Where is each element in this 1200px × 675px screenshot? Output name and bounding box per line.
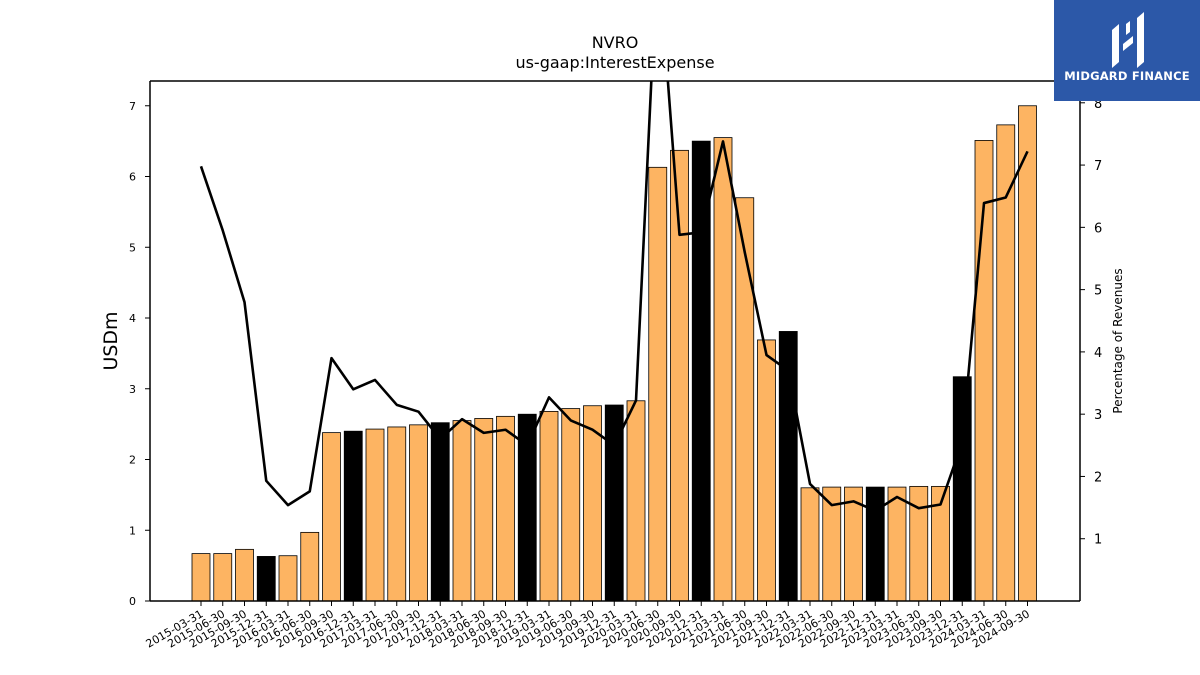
bar bbox=[539, 410, 559, 601]
right-tick-label: 8 bbox=[1094, 97, 1102, 112]
line-series bbox=[199, 81, 1029, 513]
left-tick-label: 7 bbox=[129, 100, 136, 113]
bar bbox=[865, 486, 885, 601]
left-axis-ticks: 0 1 2 3 4 5 6 7 bbox=[129, 100, 150, 608]
bar bbox=[626, 400, 646, 601]
bar bbox=[800, 487, 820, 601]
y2-axis-label: Percentage of Revenues bbox=[1111, 268, 1125, 413]
midgard-logo-icon bbox=[1112, 12, 1144, 68]
bar bbox=[561, 408, 581, 601]
bar bbox=[343, 430, 363, 601]
left-tick-label: 2 bbox=[129, 454, 136, 467]
bar bbox=[887, 486, 907, 601]
bar bbox=[409, 424, 428, 601]
right-tick-label: 2 bbox=[1094, 470, 1102, 485]
brand-logo: MIDGARD FINANCE bbox=[1054, 0, 1200, 101]
bar bbox=[713, 137, 733, 601]
bar bbox=[648, 166, 668, 601]
bar bbox=[256, 556, 276, 601]
bar bbox=[278, 555, 298, 601]
right-axis-ticks: 1 2 3 4 5 6 7 8 bbox=[1080, 97, 1102, 548]
left-tick-label: 6 bbox=[129, 171, 136, 184]
bar bbox=[517, 413, 537, 601]
bar bbox=[822, 486, 842, 601]
bar bbox=[365, 428, 385, 601]
bar bbox=[735, 197, 755, 601]
bar bbox=[235, 548, 254, 601]
bar bbox=[496, 415, 515, 601]
bar bbox=[691, 140, 711, 601]
chart-subtitle: us-gaap:InterestExpense bbox=[515, 53, 714, 72]
bar bbox=[191, 553, 211, 601]
brand-name: MIDGARD FINANCE bbox=[1064, 69, 1190, 83]
bar bbox=[952, 376, 972, 601]
left-tick-label: 5 bbox=[129, 241, 136, 254]
bar bbox=[322, 432, 341, 601]
axes bbox=[149, 80, 1081, 602]
bar bbox=[452, 420, 472, 601]
bar-group bbox=[191, 105, 1037, 601]
x-axis-ticks: 2015-03-312015-06-302015-09-302015-12-31… bbox=[144, 601, 1032, 651]
bar bbox=[909, 485, 929, 601]
left-tick-label: 1 bbox=[129, 524, 136, 537]
left-tick-label: 3 bbox=[129, 383, 136, 396]
percentage-line bbox=[199, 81, 1029, 513]
bar bbox=[931, 485, 950, 601]
left-tick-label: 0 bbox=[129, 595, 136, 608]
right-tick-label: 3 bbox=[1094, 408, 1102, 423]
y-axis-label: USDm bbox=[100, 311, 122, 370]
bar bbox=[844, 486, 863, 601]
bar bbox=[474, 418, 494, 601]
bar bbox=[604, 404, 624, 601]
bar bbox=[387, 426, 407, 601]
right-tick-label: 5 bbox=[1094, 284, 1102, 299]
left-tick-label: 4 bbox=[129, 312, 136, 325]
bar bbox=[757, 339, 776, 601]
right-tick-label: 6 bbox=[1094, 221, 1102, 236]
bar bbox=[300, 531, 320, 601]
right-tick-label: 1 bbox=[1094, 533, 1102, 548]
bar bbox=[1018, 105, 1037, 601]
bar bbox=[213, 553, 233, 601]
right-tick-label: 4 bbox=[1094, 346, 1102, 361]
right-tick-label: 7 bbox=[1094, 159, 1102, 174]
chart-title: NVRO bbox=[592, 33, 639, 52]
bar bbox=[430, 422, 450, 601]
